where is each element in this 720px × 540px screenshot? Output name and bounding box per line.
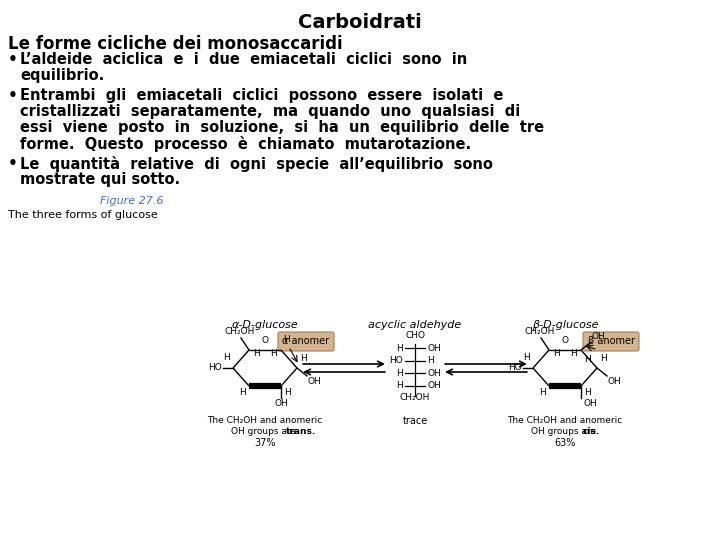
FancyBboxPatch shape bbox=[583, 332, 639, 351]
FancyBboxPatch shape bbox=[278, 332, 334, 351]
Text: Carboidrati: Carboidrati bbox=[298, 13, 422, 32]
Text: H: H bbox=[523, 353, 530, 362]
Text: OH: OH bbox=[583, 399, 597, 408]
Text: O: O bbox=[562, 336, 569, 345]
Text: Entrambi  gli  emiacetali  ciclici  possono  essere  isolati  e: Entrambi gli emiacetali ciclici possono … bbox=[20, 88, 503, 103]
Text: Figure 27.6: Figure 27.6 bbox=[100, 196, 163, 206]
Text: essi  viene  posto  in  soluzione,  si  ha  un  equilibrio  delle  tre: essi viene posto in soluzione, si ha un … bbox=[20, 120, 544, 135]
Text: α anomer: α anomer bbox=[282, 336, 330, 346]
Text: HO: HO bbox=[208, 363, 222, 373]
Text: H: H bbox=[570, 348, 577, 357]
Text: β anomer: β anomer bbox=[588, 336, 634, 346]
Text: H: H bbox=[584, 355, 590, 364]
Text: β-D-glucose: β-D-glucose bbox=[532, 320, 598, 330]
Text: CH₂OH: CH₂OH bbox=[525, 327, 555, 336]
Text: forme.  Questo  processo  è  chiamato  mutarotazione.: forme. Questo processo è chiamato mutaro… bbox=[20, 136, 471, 152]
Text: The three forms of glucose: The three forms of glucose bbox=[8, 210, 158, 220]
Text: OH: OH bbox=[427, 381, 441, 390]
Text: trans.: trans. bbox=[286, 427, 316, 436]
Text: H: H bbox=[300, 354, 307, 363]
Text: O: O bbox=[261, 336, 269, 345]
Text: 37%: 37% bbox=[254, 438, 276, 448]
Text: Le forme cicliche dei monosaccaridi: Le forme cicliche dei monosaccaridi bbox=[8, 35, 343, 53]
Text: H: H bbox=[270, 348, 277, 357]
Text: •: • bbox=[8, 52, 18, 67]
Text: CHO: CHO bbox=[405, 332, 425, 341]
Text: The CH₂OH and anomeric: The CH₂OH and anomeric bbox=[207, 416, 323, 425]
Text: CH₂OH: CH₂OH bbox=[225, 327, 255, 336]
Text: H: H bbox=[283, 335, 289, 344]
Text: H: H bbox=[239, 388, 246, 397]
Text: OH: OH bbox=[427, 344, 441, 353]
Text: H: H bbox=[396, 369, 403, 377]
Text: OH groups are: OH groups are bbox=[531, 427, 599, 436]
Text: H: H bbox=[427, 356, 433, 365]
Text: HO: HO bbox=[390, 356, 403, 365]
Text: The CH₂OH and anomeric: The CH₂OH and anomeric bbox=[508, 416, 623, 425]
Text: •: • bbox=[8, 156, 18, 171]
Text: 63%: 63% bbox=[554, 438, 576, 448]
Text: OH: OH bbox=[592, 332, 606, 341]
Text: H: H bbox=[584, 388, 590, 397]
Text: H: H bbox=[553, 348, 559, 357]
Text: mostrate qui sotto.: mostrate qui sotto. bbox=[20, 172, 180, 187]
Text: HO: HO bbox=[508, 363, 522, 373]
Text: trace: trace bbox=[402, 416, 428, 426]
Text: H: H bbox=[253, 348, 260, 357]
Text: OH: OH bbox=[274, 399, 288, 408]
Text: acyclic aldehyde: acyclic aldehyde bbox=[369, 320, 462, 330]
Text: L’aldeide  aciclica  e  i  due  emiacetali  ciclici  sono  in: L’aldeide aciclica e i due emiacetali ci… bbox=[20, 52, 467, 67]
Text: cristallizzati  separatamente,  ma  quando  uno  qualsiasi  di: cristallizzati separatamente, ma quando … bbox=[20, 104, 521, 119]
Text: equilibrio.: equilibrio. bbox=[20, 68, 104, 83]
Text: H: H bbox=[396, 344, 403, 353]
Text: H: H bbox=[600, 354, 607, 363]
Text: α-D-glucose: α-D-glucose bbox=[232, 320, 298, 330]
Text: OH: OH bbox=[608, 377, 622, 386]
Text: CH₂OH: CH₂OH bbox=[400, 394, 430, 402]
Text: H: H bbox=[284, 388, 291, 397]
Text: H: H bbox=[539, 388, 546, 397]
Text: cis.: cis. bbox=[583, 427, 600, 436]
Text: OH groups are: OH groups are bbox=[231, 427, 299, 436]
Text: •: • bbox=[8, 88, 18, 103]
Text: Le  quantità  relative  di  ogni  specie  all’equilibrio  sono: Le quantità relative di ogni specie all’… bbox=[20, 156, 493, 172]
Text: OH: OH bbox=[308, 377, 322, 386]
Text: H: H bbox=[396, 381, 403, 390]
Text: H: H bbox=[223, 353, 230, 362]
Text: OH: OH bbox=[427, 369, 441, 377]
